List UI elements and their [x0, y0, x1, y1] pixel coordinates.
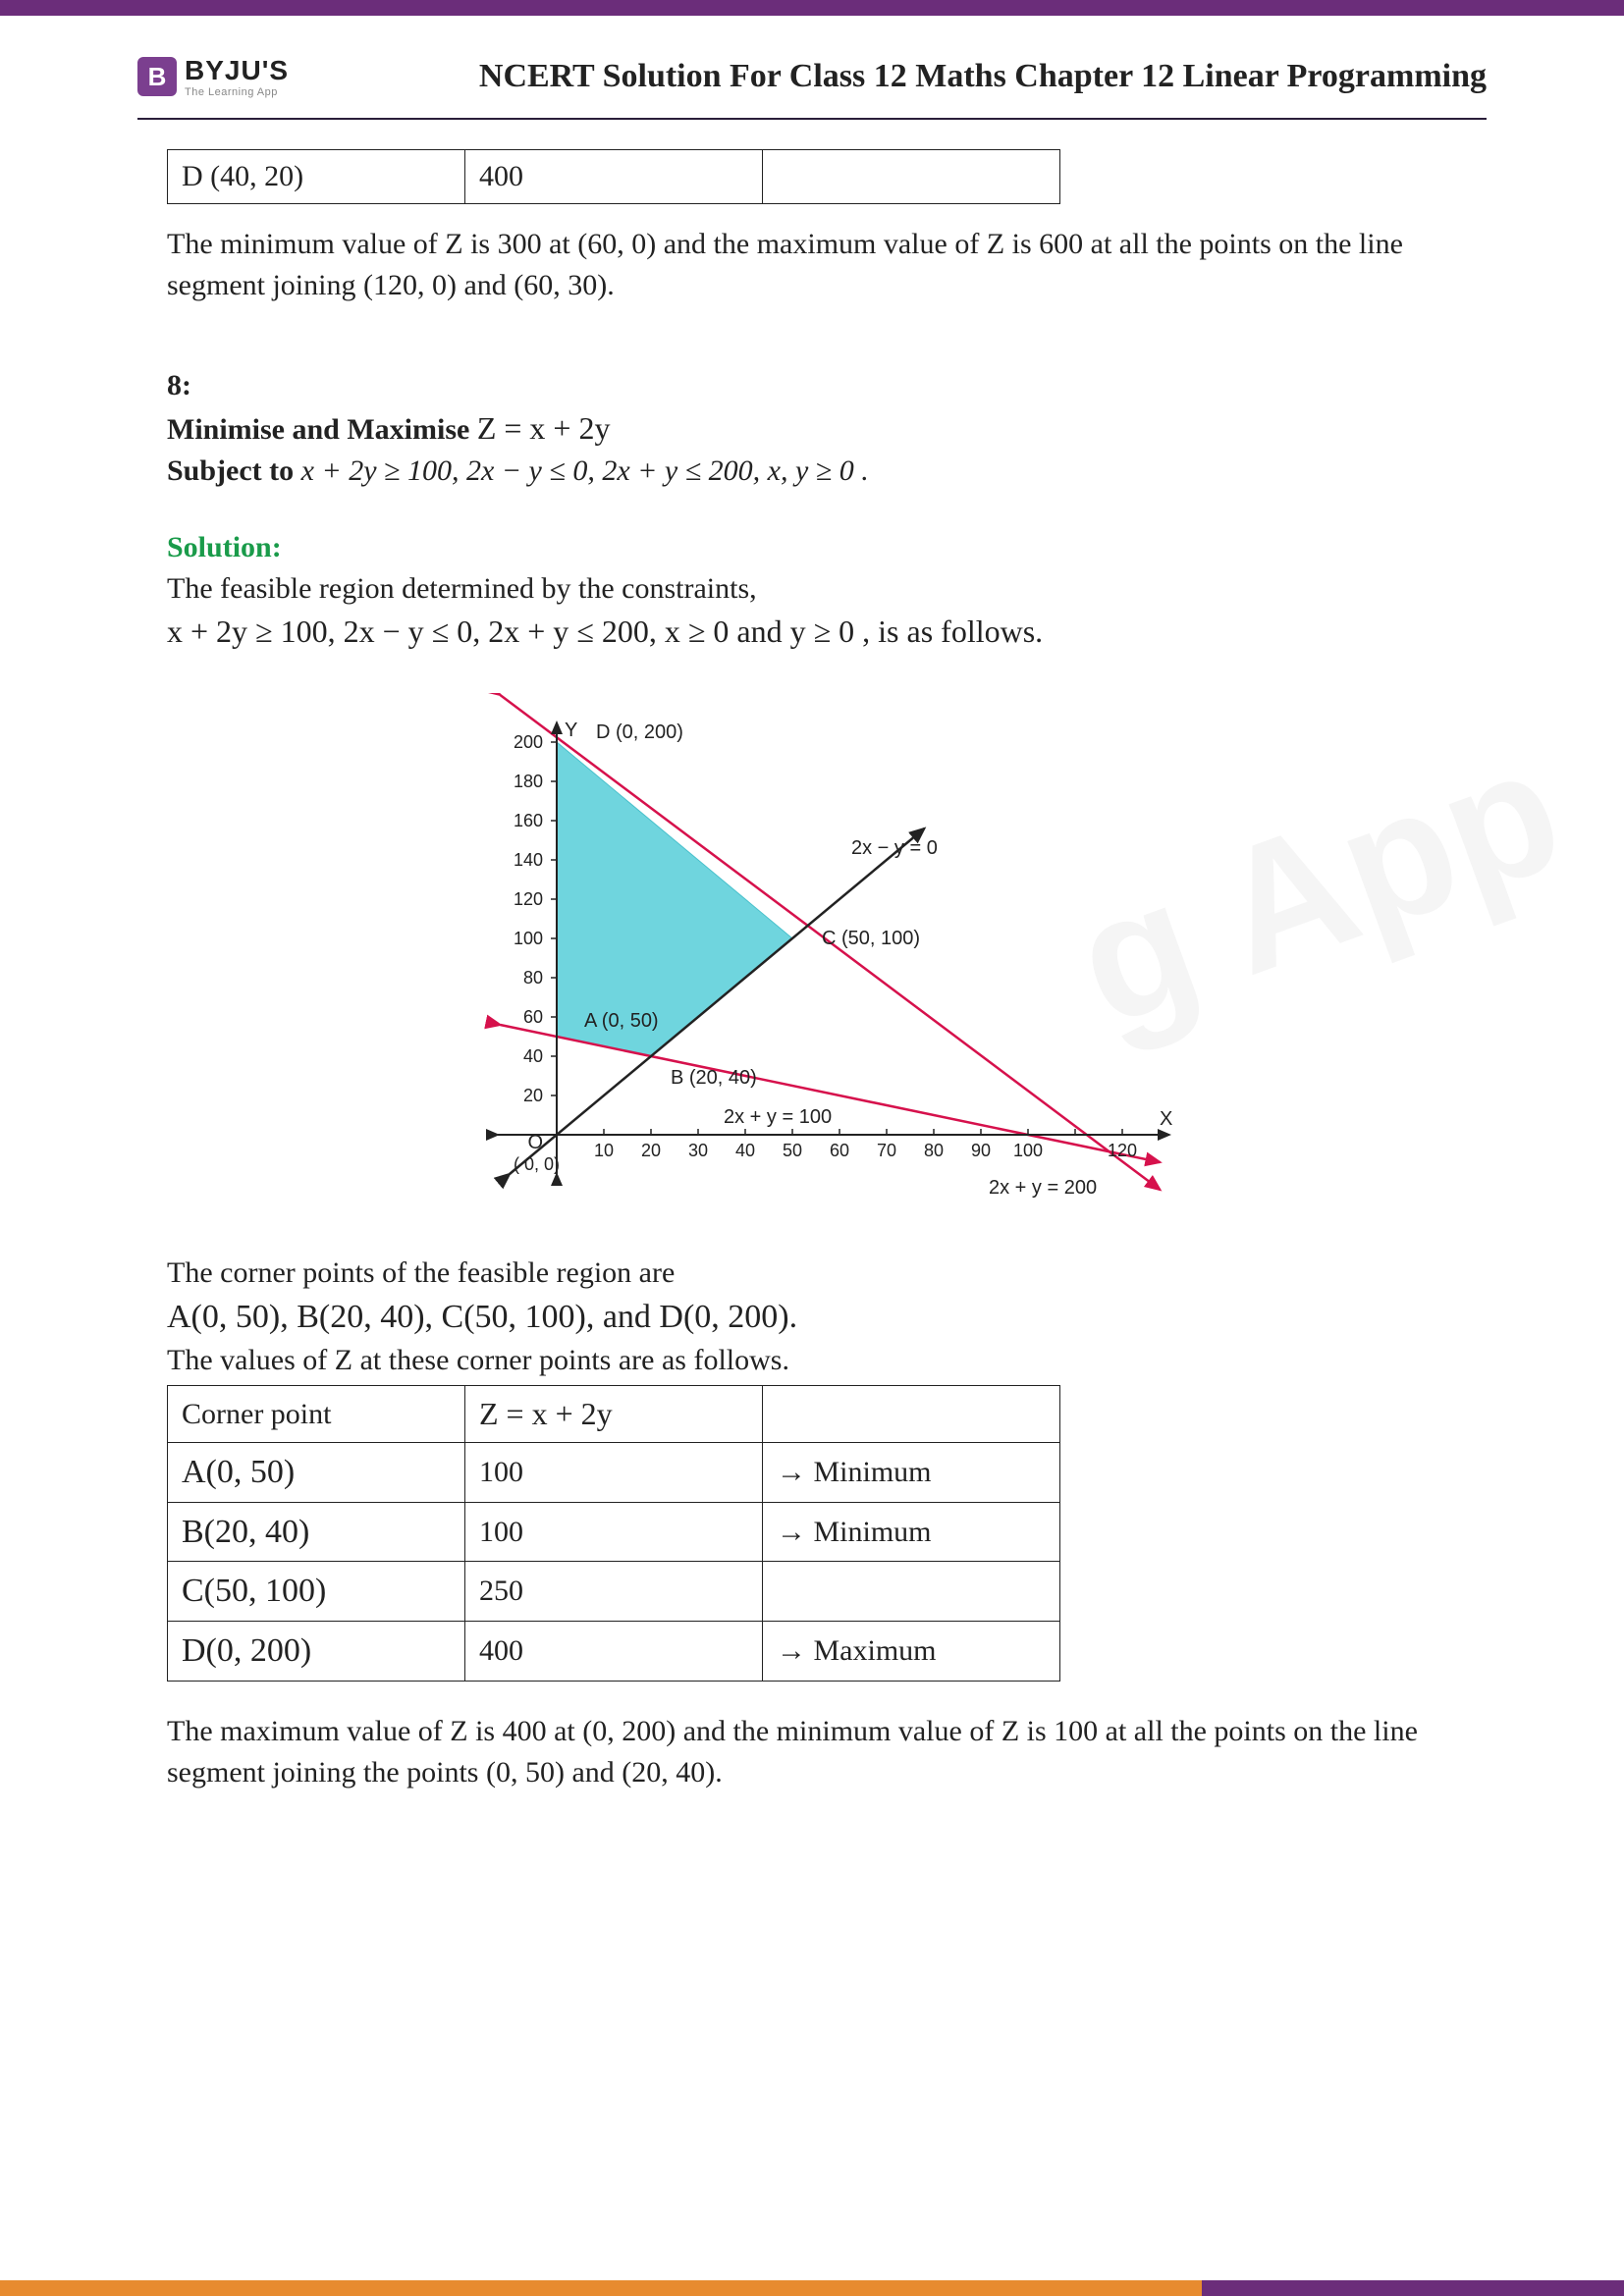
- top-accent-bar: [0, 0, 1624, 16]
- svg-text:80: 80: [924, 1141, 944, 1160]
- table-cell-point: A(0, 50): [168, 1443, 465, 1503]
- table-row: A(0, 50) 100 → Minimum: [168, 1443, 1060, 1503]
- table-row: B(20, 40) 100 → Minimum: [168, 1502, 1060, 1562]
- constraints-text: x + 2y ≥ 100, 2x − y ≤ 0, 2x + y ≤ 200, …: [301, 454, 869, 487]
- solution-constraints: x + 2y ≥ 100, 2x − y ≤ 0, 2x + y ≤ 200, …: [167, 610, 1457, 654]
- conclusion-paragraph: The maximum value of Z is 400 at (0, 200…: [167, 1711, 1457, 1793]
- footer-orange-segment: [0, 2280, 1202, 2296]
- question-number: 8:: [167, 365, 1457, 406]
- svg-text:20: 20: [641, 1141, 661, 1160]
- top-table: D (40, 20) 400: [167, 149, 1060, 204]
- svg-text:20: 20: [523, 1086, 543, 1105]
- svg-text:100: 100: [514, 929, 543, 948]
- feasible-region-chart: 2x + y = 200 2x + y = 100 2x − y = 0 10 20 30…: [439, 693, 1185, 1203]
- table-cell-z: 400: [465, 150, 763, 204]
- corner-points-line1: The corner points of the feasible region…: [167, 1253, 1457, 1294]
- svg-text:180: 180: [514, 772, 543, 791]
- table-header-z: Z = x + 2y: [465, 1386, 763, 1443]
- table-cell-note: → Minimum: [763, 1443, 1060, 1503]
- svg-text:100: 100: [1013, 1141, 1043, 1160]
- svg-text:50: 50: [783, 1141, 802, 1160]
- objective-function: Z = x + 2y: [477, 410, 611, 446]
- svg-text:30: 30: [688, 1141, 708, 1160]
- page-content: D (40, 20) 400 The minimum value of Z is…: [0, 120, 1624, 1793]
- svg-text:40: 40: [523, 1046, 543, 1066]
- svg-text:D (0, 200): D (0, 200): [596, 721, 683, 743]
- footer-purple-segment: [1202, 2280, 1624, 2296]
- table-cell-z: 250: [465, 1562, 763, 1622]
- svg-text:O: O: [527, 1132, 543, 1153]
- page-header: B BYJU'S The Learning App NCERT Solution…: [0, 16, 1624, 118]
- svg-text:( 0, 0): ( 0, 0): [514, 1154, 560, 1174]
- table-cell-point: D (40, 20): [168, 150, 465, 204]
- svg-text:60: 60: [830, 1141, 849, 1160]
- table-cell-z: 400: [465, 1621, 763, 1681]
- question-line-2: Subject to x + 2y ≥ 100, 2x − y ≤ 0, 2x …: [167, 451, 1457, 492]
- logo-name: BYJU'S: [185, 55, 289, 86]
- solution-intro: The feasible region determined by the co…: [167, 568, 1457, 610]
- table-cell-note: [763, 1562, 1060, 1622]
- table-cell-point: D(0, 200): [168, 1621, 465, 1681]
- table-cell-note: [763, 150, 1060, 204]
- table-cell-note: → Maximum: [763, 1621, 1060, 1681]
- logo-subtitle: The Learning App: [185, 86, 289, 98]
- svg-text:200: 200: [514, 732, 543, 752]
- logo-badge-icon: B: [137, 57, 177, 96]
- svg-text:60: 60: [523, 1007, 543, 1027]
- svg-text:A (0, 50): A (0, 50): [584, 1010, 659, 1032]
- svg-text:Y: Y: [565, 720, 577, 741]
- svg-text:80: 80: [523, 968, 543, 988]
- svg-text:10: 10: [594, 1141, 614, 1160]
- svg-text:140: 140: [514, 850, 543, 870]
- svg-text:X: X: [1160, 1108, 1172, 1130]
- question-label-minmax: Minimise and Maximise: [167, 413, 477, 446]
- table-cell-z: 100: [465, 1502, 763, 1562]
- table-header-note: [763, 1386, 1060, 1443]
- question-label-subject: Subject to: [167, 454, 301, 487]
- svg-text:120: 120: [514, 889, 543, 909]
- logo: B BYJU'S The Learning App: [137, 55, 289, 98]
- svg-text:120: 120: [1108, 1141, 1137, 1160]
- svg-text:2x + y = 200: 2x + y = 200: [989, 1177, 1097, 1199]
- table-cell-note: → Minimum: [763, 1502, 1060, 1562]
- footer-accent-bar: [0, 2280, 1624, 2296]
- svg-text:40: 40: [735, 1141, 755, 1160]
- table-cell-point: C(50, 100): [168, 1562, 465, 1622]
- svg-text:C (50, 100): C (50, 100): [822, 928, 920, 949]
- page-title: NCERT Solution For Class 12 Maths Chapte…: [289, 58, 1487, 95]
- svg-text:70: 70: [877, 1141, 896, 1160]
- svg-text:2x − y = 0: 2x − y = 0: [851, 837, 938, 859]
- paragraph-summary: The minimum value of Z is 300 at (60, 0)…: [167, 224, 1457, 306]
- corner-points-line3: The values of Z at these corner points a…: [167, 1340, 1457, 1381]
- svg-text:B (20, 40): B (20, 40): [671, 1067, 757, 1089]
- svg-text:2x + y = 100: 2x + y = 100: [724, 1106, 832, 1128]
- table-row: C(50, 100) 250: [168, 1562, 1060, 1622]
- table-cell-z: 100: [465, 1443, 763, 1503]
- svg-text:90: 90: [971, 1141, 991, 1160]
- table-header-point: Corner point: [168, 1386, 465, 1443]
- solution-label: Solution:: [167, 527, 1457, 568]
- question-line-1: Minimise and Maximise Z = x + 2y: [167, 406, 1457, 451]
- table-cell-point: B(20, 40): [168, 1502, 465, 1562]
- corner-points-list: A(0, 50), B(20, 40), C(50, 100), and D(0…: [167, 1294, 1457, 1341]
- svg-text:160: 160: [514, 811, 543, 830]
- result-table: Corner point Z = x + 2y A(0, 50) 100 → M…: [167, 1385, 1060, 1681]
- table-row: D (40, 20) 400: [168, 150, 1060, 204]
- table-header-row: Corner point Z = x + 2y: [168, 1386, 1060, 1443]
- table-row: D(0, 200) 400 → Maximum: [168, 1621, 1060, 1681]
